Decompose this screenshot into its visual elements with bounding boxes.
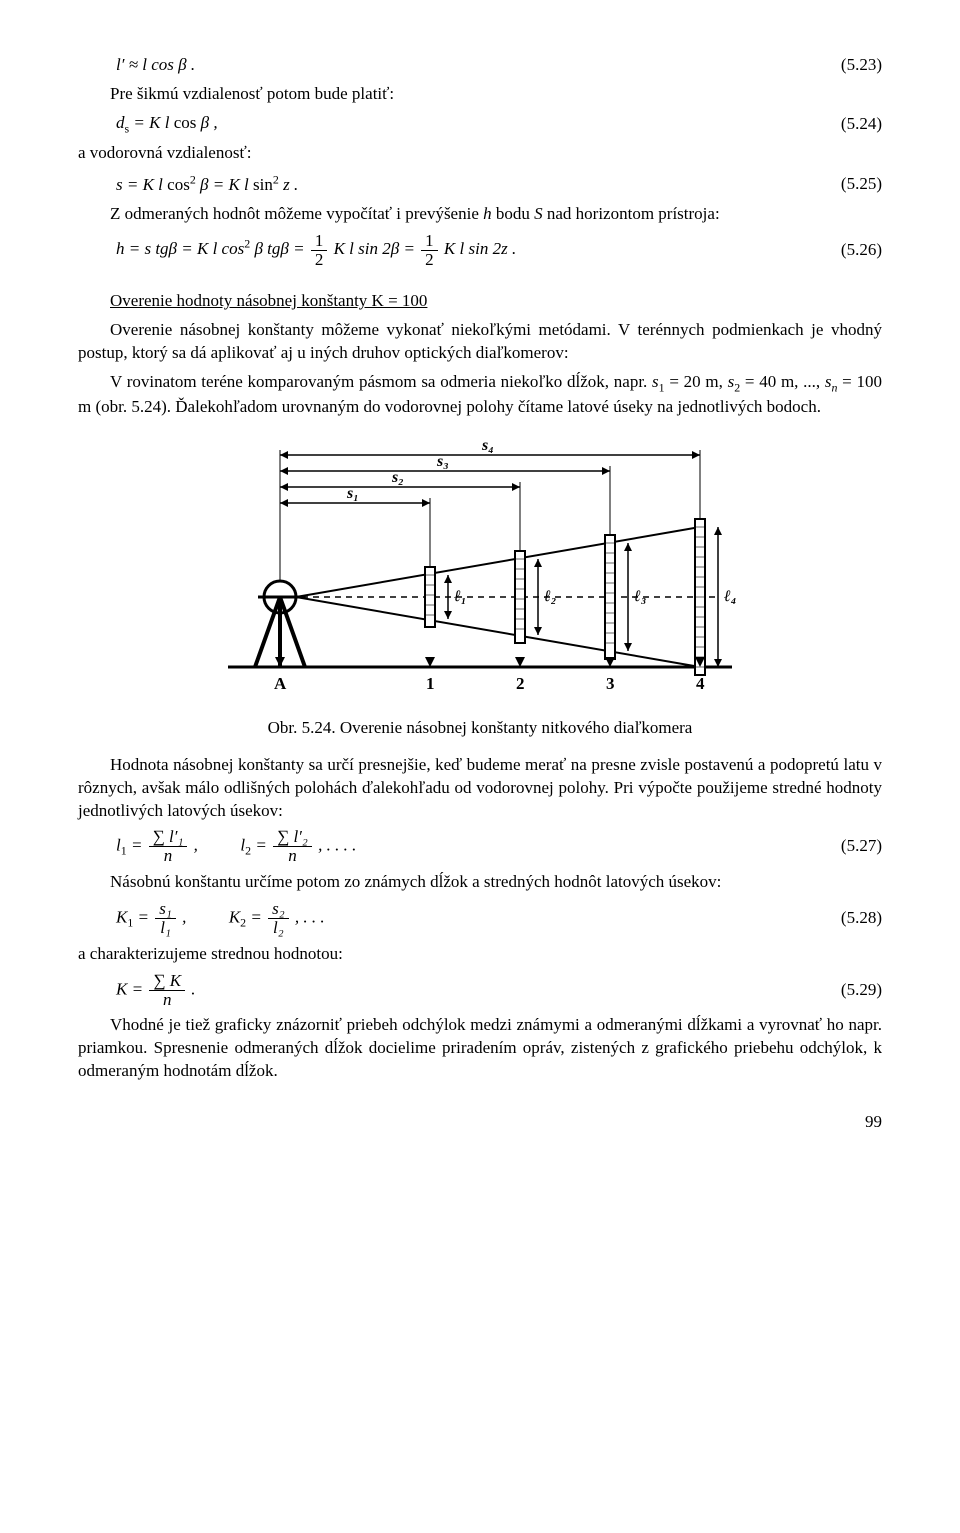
text: nad horizontom prístroja: xyxy=(543,204,720,223)
svg-text:3: 3 xyxy=(606,674,615,693)
equation-5-28: K1 = s₁l₁ , K2 = s₂l₂ , . . . (5.28) xyxy=(78,900,882,937)
var-S: S xyxy=(534,204,543,223)
para-2: a vodorovná vzdialenosť: xyxy=(78,142,882,165)
svg-text:A: A xyxy=(274,674,287,693)
equation-number: (5.27) xyxy=(831,835,882,858)
equation-number: (5.26) xyxy=(831,239,882,262)
equation-body: s = K l cos2 β = K l sin2 z . xyxy=(78,171,831,197)
para-9: Vhodné je tiež graficky znázorniť priebe… xyxy=(78,1014,882,1083)
eq-text: l′ ≈ l cos β . xyxy=(116,55,195,74)
var-h: h xyxy=(483,204,492,223)
equation-5-26: h = s tgβ = K l cos2 β tgβ = 12 K l sin … xyxy=(78,232,882,269)
equation-body: ds = K l cos β , xyxy=(78,112,831,136)
para-7: Násobnú konštantu určíme potom zo známyc… xyxy=(78,871,882,894)
para-1: Pre šikmú vzdialenosť potom bude platiť: xyxy=(78,83,882,106)
text: Z odmeraných hodnôt môžeme vypočítať i p… xyxy=(110,204,483,223)
equation-number: (5.24) xyxy=(831,113,882,136)
equation-5-24: ds = K l cos β , (5.24) xyxy=(78,112,882,136)
equation-number: (5.23) xyxy=(831,54,882,77)
equation-5-23: l′ ≈ l cos β . (5.23) xyxy=(78,54,882,77)
text: bodu xyxy=(492,204,535,223)
figure-caption: Obr. 5.24. Overenie násobnej konštanty n… xyxy=(78,717,882,740)
heading-overenie: Overenie hodnoty násobnej konštanty K = … xyxy=(78,290,882,313)
svg-text:4: 4 xyxy=(696,674,705,693)
equation-body: h = s tgβ = K l cos2 β tgβ = 12 K l sin … xyxy=(78,232,831,269)
para-6: Hodnota násobnej konštanty sa určí presn… xyxy=(78,754,882,823)
equation-5-29: K = ∑ Kn . (5.29) xyxy=(78,972,882,1009)
equation-5-27: l1 = ∑ l′₁n , l2 = ∑ l′₂n , . . . . (5.2… xyxy=(78,828,882,865)
svg-text:s₄: s₄ xyxy=(481,437,494,454)
svg-text:2: 2 xyxy=(516,674,525,693)
svg-text:ℓ₃: ℓ₃ xyxy=(633,588,646,605)
figure-5-24: ℓ₁1ℓ₂2ℓ₃3ℓ₄4As₁s₂s₃s₄ xyxy=(220,437,740,707)
equation-body: K = ∑ Kn . xyxy=(78,972,831,1009)
equation-number: (5.25) xyxy=(831,173,882,196)
equation-body: l1 = ∑ l′₁n , l2 = ∑ l′₂n , . . . . xyxy=(78,828,831,865)
eq-part: h = s tgβ = K l cos2 β tgβ = 12 K l sin … xyxy=(116,239,516,258)
para-3: Z odmeraných hodnôt môžeme vypočítať i p… xyxy=(78,203,882,226)
svg-text:ℓ₄: ℓ₄ xyxy=(723,588,736,605)
svg-text:ℓ₁: ℓ₁ xyxy=(453,588,466,605)
para-8: a charakterizujeme strednou hodnotou: xyxy=(78,943,882,966)
equation-body: K1 = s₁l₁ , K2 = s₂l₂ , . . . xyxy=(78,900,831,937)
para-5: V rovinatom teréne komparovaným pásmom s… xyxy=(78,371,882,418)
equation-5-25: s = K l cos2 β = K l sin2 z . (5.25) xyxy=(78,171,882,197)
page-number: 99 xyxy=(78,1111,882,1134)
equation-number: (5.29) xyxy=(831,979,882,1002)
svg-text:ℓ₂: ℓ₂ xyxy=(543,588,556,605)
equation-body: l′ ≈ l cos β . xyxy=(78,54,831,77)
heading-text: Overenie hodnoty násobnej konštanty K = … xyxy=(110,291,427,310)
svg-text:1: 1 xyxy=(426,674,435,693)
equation-number: (5.28) xyxy=(831,907,882,930)
para-4: Overenie násobnej konštanty môžeme vykon… xyxy=(78,319,882,365)
